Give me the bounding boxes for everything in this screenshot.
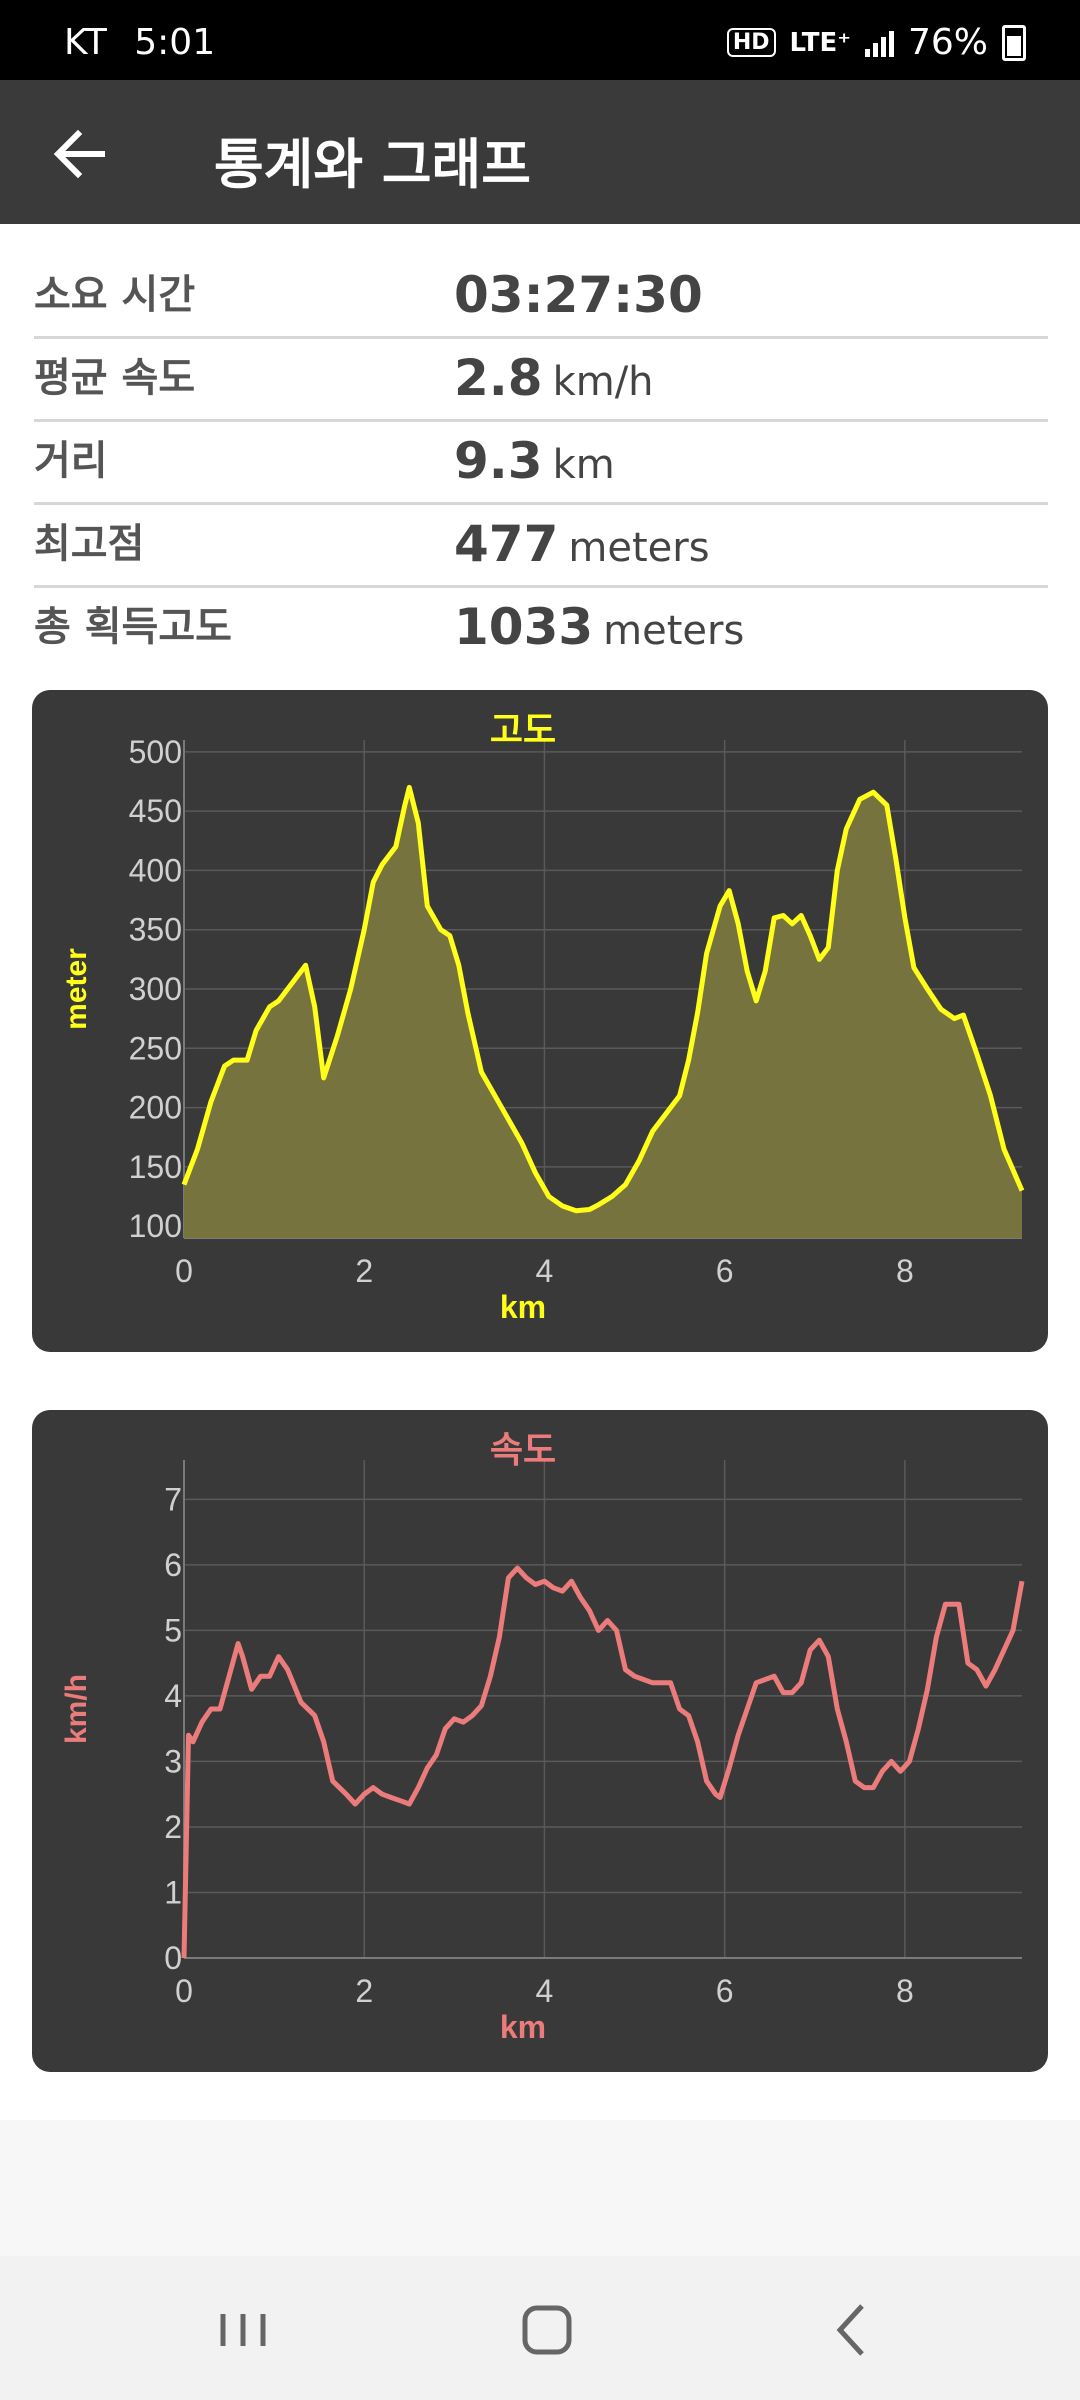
stat-value: 1033 meters <box>454 598 744 656</box>
chart-title: 고도 <box>490 709 556 750</box>
y-tick-label: 0 <box>164 1940 182 1976</box>
content-bottom-spacer <box>0 2120 1080 2256</box>
home-button[interactable] <box>502 2292 592 2368</box>
stat-number: 2.8 <box>454 349 543 407</box>
series-line <box>181 1565 1025 1959</box>
y-tick-label: 6 <box>164 1547 182 1583</box>
arrow-left-icon <box>53 129 105 179</box>
y-tick-label: 300 <box>129 971 182 1007</box>
stat-row-avg-speed: 평균 속도 2.8 km/h <box>34 339 1048 422</box>
x-tick-label: 8 <box>896 1253 914 1289</box>
chevron-left-icon <box>836 2304 864 2356</box>
stat-number: 477 <box>454 515 559 573</box>
x-tick-label: 4 <box>536 1253 554 1289</box>
x-tick-label: 4 <box>536 1973 554 2009</box>
x-tick-label: 8 <box>896 1973 914 2009</box>
y-tick-label: 350 <box>129 912 182 948</box>
stats-table: 소요 시간 03:27:30 평균 속도 2.8 km/h 거리 9.3 km 최고… <box>34 256 1048 668</box>
stat-number: 1033 <box>454 598 594 656</box>
stat-value: 477 meters <box>454 515 710 573</box>
series-line <box>181 784 1025 1214</box>
y-tick-label: 450 <box>129 793 182 829</box>
status-indicators: HD LTE⁺ 76% <box>726 22 1026 63</box>
x-tick-label: 2 <box>355 1253 373 1289</box>
y-tick-label: 200 <box>129 1090 182 1126</box>
stat-row-max-altitude: 최고점 477 meters <box>34 505 1048 588</box>
y-tick-label: 4 <box>164 1678 182 1714</box>
x-axis-label: km <box>500 1289 546 1325</box>
y-tick-label: 2 <box>164 1809 182 1845</box>
y-axis-label: meter <box>60 948 93 1030</box>
y-tick-label: 250 <box>129 1030 182 1066</box>
hd-voice-icon: HD <box>726 28 776 57</box>
stat-label: 소요 시간 <box>34 272 196 318</box>
speed-chart-card: 0 2 4 6 8 0 1 2 3 4 5 6 7 속도 km km/h <box>32 1410 1048 2072</box>
stat-row-distance: 거리 9.3 km <box>34 422 1048 505</box>
stat-unit: km <box>552 442 615 488</box>
stat-unit: meters <box>603 608 745 654</box>
stat-value: 9.3 km <box>454 432 615 490</box>
signal-icon <box>864 29 894 57</box>
recent-apps-icon <box>220 2314 266 2346</box>
back-button[interactable] <box>40 114 120 194</box>
chart-title: 속도 <box>490 1429 556 1470</box>
home-icon <box>522 2305 572 2355</box>
stat-unit: meters <box>568 525 710 571</box>
y-tick-label: 100 <box>129 1208 182 1244</box>
y-tick-label: 150 <box>129 1149 182 1185</box>
y-tick-label: 1 <box>164 1874 182 1910</box>
elevation-chart: 0 2 4 6 8 100 150 200 250 300 350 400 450 500 고도 km mete… <box>60 709 1025 1325</box>
recent-apps-button[interactable] <box>198 2292 288 2368</box>
status-carrier-time: KT 5:01 <box>64 22 215 63</box>
app-bar: 통계와 그래프 <box>0 80 1080 224</box>
status-bar: KT 5:01 HD LTE⁺ 76% <box>0 0 1080 80</box>
stat-row-duration: 소요 시간 03:27:30 <box>34 256 1048 339</box>
stat-label: 평균 속도 <box>34 355 196 401</box>
y-tick-label: 5 <box>164 1612 182 1648</box>
x-tick-label: 0 <box>175 1253 193 1289</box>
x-tick-label: 6 <box>716 1253 734 1289</box>
clock: 5:01 <box>134 22 216 63</box>
stat-number: 9.3 <box>454 432 543 490</box>
stat-row-total-ascent: 총 획득고도 1033 meters <box>34 588 1048 668</box>
back-nav-button[interactable] <box>806 2292 896 2368</box>
stat-unit: km/h <box>552 359 654 405</box>
y-tick-label: 500 <box>129 734 182 770</box>
y-axis-label: km/h <box>60 1674 93 1744</box>
carrier-label: KT <box>64 22 107 63</box>
stat-label: 거리 <box>34 438 108 484</box>
y-tick-label: 7 <box>164 1481 182 1517</box>
x-tick-label: 6 <box>716 1973 734 2009</box>
page-title: 통계와 그래프 <box>214 133 531 196</box>
stat-label: 최고점 <box>34 521 145 567</box>
elevation-chart-card: 0 2 4 6 8 100 150 200 250 300 350 400 450 500 고도 km mete… <box>32 690 1048 1352</box>
system-nav-bar <box>0 2256 1080 2400</box>
stat-label: 총 획득고도 <box>34 604 232 650</box>
x-axis-label: km <box>500 2009 546 2045</box>
x-tick-label: 0 <box>175 1973 193 2009</box>
y-tick-label: 400 <box>129 852 182 888</box>
battery-icon <box>1002 24 1026 61</box>
lte-icon: LTE⁺ <box>789 27 851 58</box>
series-area-fill <box>184 787 1022 1238</box>
stat-value: 2.8 km/h <box>454 349 654 407</box>
x-tick-label: 2 <box>355 1973 373 2009</box>
stat-value: 03:27:30 <box>454 266 703 324</box>
y-tick-label: 3 <box>164 1743 182 1779</box>
speed-chart: 0 2 4 6 8 0 1 2 3 4 5 6 7 속도 km km/h <box>60 1429 1025 2045</box>
battery-percent: 76% <box>907 22 988 63</box>
stat-number: 03:27:30 <box>454 266 703 324</box>
